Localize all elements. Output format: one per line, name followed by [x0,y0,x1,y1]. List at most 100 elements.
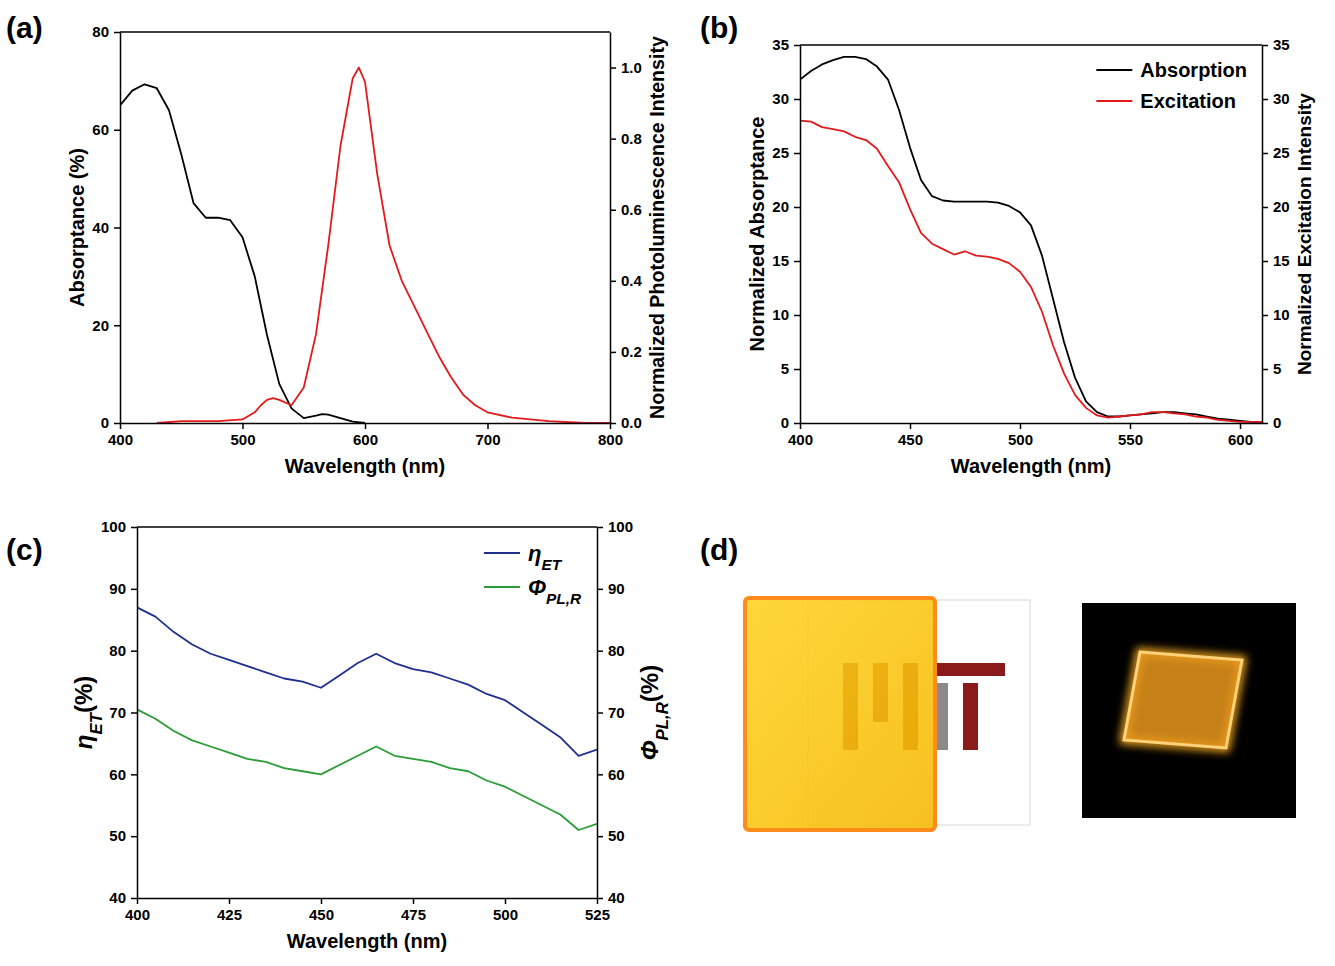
tick: 450 [898,423,923,448]
plot-frame [800,44,1262,46]
tick-label: 20 [772,198,789,215]
tick-mark [794,153,800,155]
tick-mark [413,898,415,904]
tick-label: 20 [92,317,109,334]
tick: 500 [493,898,518,923]
tick-label: 35 [772,36,789,53]
tick: 20 [772,198,800,215]
legend: ηETΦPL,R [484,541,582,607]
tick-mark [794,261,800,263]
tick-label: 0 [781,414,789,431]
tick-label: 450 [309,906,334,923]
y-title: Absorptance (%) [66,148,88,307]
logo-bar [963,683,978,750]
tick-mark [229,898,231,904]
tick-label: 30 [1273,90,1290,107]
tick-label: 450 [898,431,923,448]
tick: 20 [92,317,120,334]
x-axis: 400500600700800 [108,423,623,448]
tick-mark [1262,153,1268,155]
tick: 700 [475,423,500,448]
tick-label: 400 [108,431,133,448]
tick: 100 [597,518,633,535]
tick-label: 0 [101,414,109,431]
tick-label: 0 [1273,414,1281,431]
tick: 0 [1262,414,1281,431]
tick-label: 90 [608,580,625,597]
tick-mark [794,369,800,371]
photo-panel: (d) [700,533,1296,830]
tick-mark [1130,423,1132,429]
y2-title: ΦPL,R(%) [636,665,672,760]
legend-item: Excitation [1096,90,1236,112]
tick-mark [794,423,800,425]
axis-line [610,33,612,424]
tick-mark [794,45,800,47]
tick: 450 [309,898,334,923]
tick: 550 [1118,423,1143,448]
tick: 50 [109,827,137,844]
tick-mark [242,423,244,429]
panel-label: (c) [6,533,43,566]
tick-mark [321,898,323,904]
tick: 60 [597,766,625,783]
legend-swatch [484,552,520,554]
tick: 100 [101,518,137,535]
tick-mark [365,423,367,429]
plot-frame [120,31,610,33]
tick: 70 [597,704,625,721]
tick-mark [610,209,616,211]
plot-area [137,607,597,830]
tick-label: 600 [1228,431,1253,448]
tick: 10 [1262,306,1290,323]
tick-mark [131,898,137,900]
tick: 90 [597,580,625,597]
legend-item: ΦPL,R [484,575,582,607]
tick-mark [114,32,120,34]
tick: 30 [772,90,800,107]
tick: 475 [401,898,426,923]
tick-mark [131,589,137,591]
tick-label: 60 [608,766,625,783]
tick: 70 [109,704,137,721]
y-axis: 05101520253035 [772,36,800,431]
y2-axis: 05101520253035 [1262,36,1290,431]
tick-label: 800 [598,431,623,448]
tick: 15 [1262,252,1290,269]
tick: 500 [1008,423,1033,448]
panel: (b)4004505005506000510152025303505101520… [700,11,1315,477]
tick-mark [114,423,120,425]
slab-glow [1124,652,1242,748]
tick-label: 100 [101,518,126,535]
tick-mark [597,836,603,838]
tick-label: 20 [1273,198,1290,215]
tick: 600 [1228,423,1253,448]
tick-label: 10 [772,306,789,323]
tick: 90 [109,580,137,597]
tick-label: 50 [109,827,126,844]
tick-label: 70 [109,704,126,721]
tick-mark [1262,423,1268,425]
legend-item: Absorption [1096,59,1247,81]
tick: 400 [788,423,813,448]
x-axis: 400 450 500 550 600 [788,423,1263,448]
y2-title: Normalized Excitation Intensity [1294,93,1315,375]
series-line [137,607,597,755]
tick-mark [505,898,507,904]
tick-label: 0.6 [621,201,642,218]
axis-line [138,898,598,900]
photo-dark [1082,603,1296,818]
tick: 20 [1262,198,1290,215]
y2-axis: 0.00.20.40.60.81.0 [610,33,643,432]
tick-label: 40 [608,889,625,906]
slab [1124,652,1242,748]
legend-label: ηET [528,541,563,573]
tick-mark [597,774,603,776]
legend-swatch [1096,100,1132,102]
y2-title: Normalized Photoluminescence Intensity [646,36,668,419]
tick: 5 [1262,360,1281,377]
x-axis: 400425450475500525 [125,898,610,923]
tick-label: 35 [1273,36,1290,53]
tick-mark [1240,423,1242,429]
tick-label: 0.8 [621,130,642,147]
